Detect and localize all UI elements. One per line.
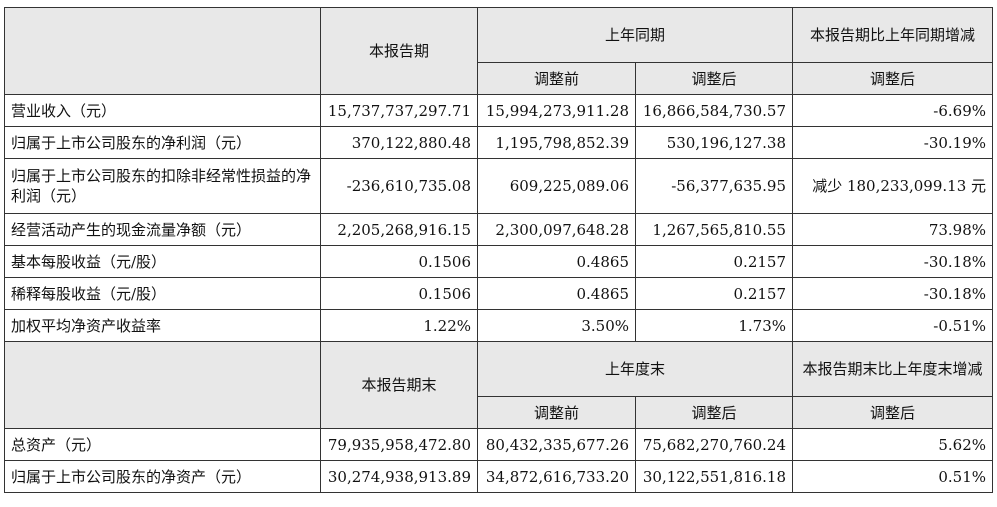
row-label: 营业收入（元） — [4, 94, 321, 127]
cell-current: 79,935,958,472.80 — [320, 428, 478, 461]
cell-after: 30,122,551,816.18 — [634, 460, 794, 493]
table-row: 加权平均净资产收益率 1.22% 3.50% 1.73% -0.51% — [4, 309, 994, 342]
header-blank-cell — [4, 7, 321, 95]
cell-before: 0.4865 — [477, 245, 636, 278]
cell-before: 0.4865 — [477, 277, 636, 310]
cell-current: 15,737,737,297.71 — [320, 94, 478, 127]
cell-after: 0.2157 — [634, 245, 794, 278]
table-row: 归属于上市公司股东的扣除非经常性损益的净利润（元） -236,610,735.0… — [4, 158, 994, 214]
header-change: 本报告期末比上年度末增减 — [792, 341, 994, 397]
row-label: 经营活动产生的现金流量净额（元） — [4, 213, 321, 246]
cell-change: -30.18% — [792, 277, 994, 310]
cell-change: -6.69% — [792, 94, 994, 127]
header-after-adjust: 调整后 — [634, 396, 794, 429]
cell-before: 3.50% — [477, 309, 636, 342]
cell-change: 5.62% — [792, 428, 994, 461]
section1-header-row: 本报告期 上年同期 本报告期比上年同期增减 — [4, 7, 994, 95]
table-row: 总资产（元） 79,935,958,472.80 80,432,335,677.… — [4, 428, 994, 461]
cell-after: 0.2157 — [634, 277, 794, 310]
cell-after: 530,196,127.38 — [634, 126, 794, 159]
header-after-adjust: 调整后 — [634, 62, 794, 95]
cell-before: 609,225,089.06 — [477, 158, 636, 214]
row-label: 加权平均净资产收益率 — [4, 309, 321, 342]
cell-current: 370,122,880.48 — [320, 126, 478, 159]
header-prior-year-end: 上年度末 — [476, 341, 794, 397]
cell-before: 15,994,273,911.28 — [477, 94, 636, 127]
cell-before: 80,432,335,677.26 — [477, 428, 636, 461]
cell-before: 2,300,097,648.28 — [477, 213, 636, 246]
cell-after: 1,267,565,810.55 — [634, 213, 794, 246]
cell-current: 30,274,938,913.89 — [320, 460, 478, 493]
header-current-period: 本报告期 — [320, 7, 478, 95]
cell-change: -30.18% — [792, 245, 994, 278]
row-label: 归属于上市公司股东的净资产（元） — [4, 460, 321, 493]
header-blank-cell — [4, 341, 321, 429]
cell-after: 1.73% — [634, 309, 794, 342]
header-change: 本报告期比上年同期增减 — [792, 7, 994, 63]
header-change-after: 调整后 — [792, 62, 994, 95]
cell-before: 34,872,616,733.20 — [477, 460, 636, 493]
row-label: 归属于上市公司股东的扣除非经常性损益的净利润（元） — [4, 158, 321, 214]
table-row: 经营活动产生的现金流量净额（元） 2,205,268,916.15 2,300,… — [4, 213, 994, 246]
cell-current: 0.1506 — [320, 245, 478, 278]
section2-subheader-row: 调整前 调整后 调整后 — [5, 396, 994, 429]
table-row: 归属于上市公司股东的净资产（元） 30,274,938,913.89 34,87… — [4, 460, 994, 493]
cell-current: 2,205,268,916.15 — [320, 213, 478, 246]
cell-after: 16,866,584,730.57 — [634, 94, 794, 127]
cell-after: -56,377,635.95 — [634, 158, 794, 214]
header-before-adjust: 调整前 — [477, 62, 636, 95]
header-period-end: 本报告期末 — [320, 341, 478, 429]
cell-change: 73.98% — [792, 213, 994, 246]
table-row: 基本每股收益（元/股） 0.1506 0.4865 0.2157 -30.18% — [4, 245, 994, 278]
header-change-after: 调整后 — [792, 396, 994, 429]
table-row: 营业收入（元） 15,737,737,297.71 15,994,273,911… — [4, 94, 994, 127]
cell-change: -30.19% — [792, 126, 994, 159]
header-prior-period: 上年同期 — [476, 7, 794, 63]
table-row: 稀释每股收益（元/股） 0.1506 0.4865 0.2157 -30.18% — [4, 277, 994, 310]
cell-after: 75,682,270,760.24 — [634, 428, 794, 461]
cell-change: -0.51% — [792, 309, 994, 342]
row-label: 总资产（元） — [4, 428, 321, 461]
cell-current: 1.22% — [320, 309, 478, 342]
row-label: 归属于上市公司股东的净利润（元） — [4, 126, 321, 159]
cell-change: 减少 180,233,099.13 元 — [792, 158, 994, 214]
row-label: 基本每股收益（元/股） — [4, 245, 321, 278]
cell-current: -236,610,735.08 — [320, 158, 478, 214]
financial-table: 本报告期 上年同期 本报告期比上年同期增减 调整前 调整后 调整后 营业收入（元… — [4, 7, 994, 493]
cell-current: 0.1506 — [320, 277, 478, 310]
section1-subheader-row: 调整前 调整后 调整后 — [5, 62, 994, 95]
section2-header-row: 本报告期末 上年度末 本报告期末比上年度末增减 — [4, 341, 994, 429]
table-row: 归属于上市公司股东的净利润（元） 370,122,880.48 1,195,79… — [4, 126, 994, 159]
cell-change: 0.51% — [792, 460, 994, 493]
row-label: 稀释每股收益（元/股） — [4, 277, 321, 310]
header-before-adjust: 调整前 — [477, 396, 636, 429]
cell-before: 1,195,798,852.39 — [477, 126, 636, 159]
